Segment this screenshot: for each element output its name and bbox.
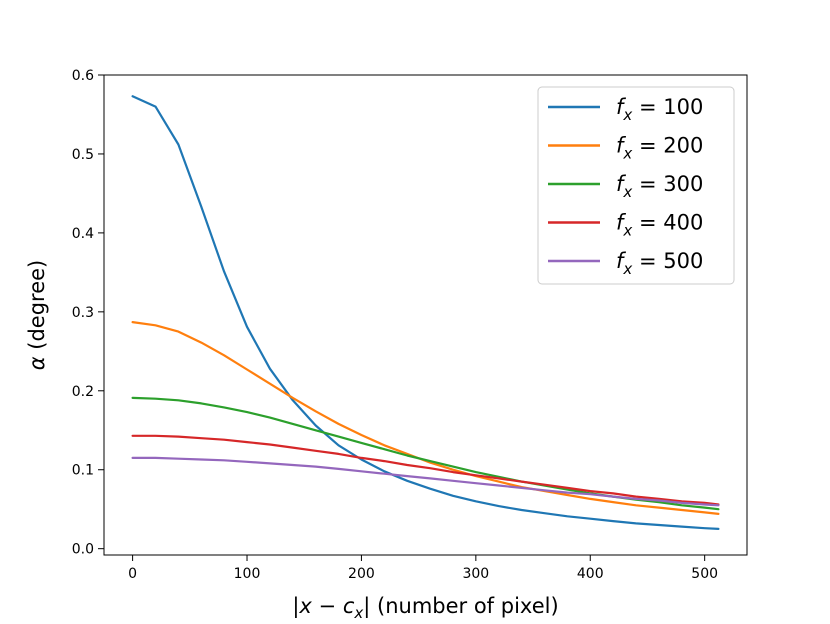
series-line-fx-200: [131, 321, 720, 516]
y-tick-label: 0.6: [72, 68, 94, 84]
series-line-fx-500: [131, 456, 720, 507]
legend: fx = 100 fx = 200 fx = 300 fx = 400 fx = 500: [537, 86, 735, 285]
x-tick-label: 200: [348, 566, 375, 582]
series-line-fx-400: [131, 434, 720, 506]
tick-layer: 0 100 200 300 400 500 0.0 0.1 0.2 0.3 0.4 0.5 0.6: [72, 68, 718, 582]
legend-entry: fx = 400: [616, 211, 703, 240]
x-tick-label: 500: [691, 566, 718, 582]
series-line-fx-300: [131, 396, 720, 511]
legend-entry: fx = 200: [616, 134, 703, 163]
legend-entry: fx = 300: [616, 172, 703, 201]
legend-box: [537, 86, 735, 285]
x-tick-label: 100: [234, 566, 261, 582]
y-tick-label: 0.2: [72, 384, 94, 400]
x-tick-label: 0: [128, 566, 137, 582]
y-tick-label: 0.4: [72, 226, 94, 242]
x-tick-label: 300: [462, 566, 489, 582]
y-tick-label: 0.1: [72, 463, 94, 479]
y-axis-label: α (degree): [25, 260, 49, 371]
y-tick-label: 0.3: [72, 305, 94, 321]
y-tick-label: 0.0: [72, 542, 94, 558]
x-tick-label: 400: [577, 566, 604, 582]
legend-entry: fx = 500: [616, 249, 703, 278]
plot-frame: [103, 74, 748, 556]
x-axis-label: |x − cx| (number of pixel): [292, 594, 558, 622]
y-tick-label: 0.5: [72, 147, 94, 163]
series-line-fx-100: [131, 95, 720, 531]
legend-entry: fx = 100: [616, 95, 703, 124]
series-layer: [131, 95, 720, 531]
